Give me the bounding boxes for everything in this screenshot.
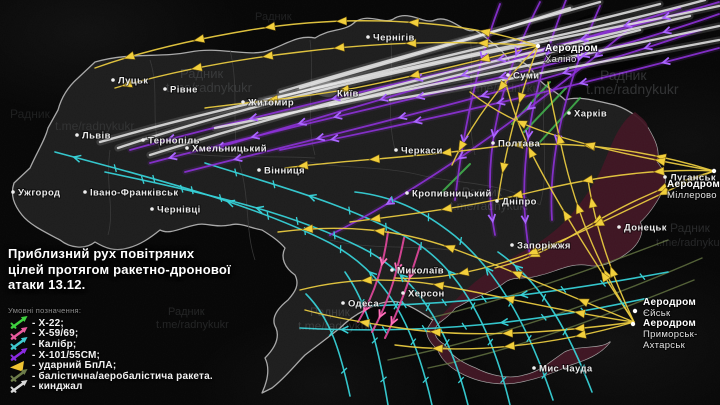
map-title-line: атаки 13.12. (8, 277, 86, 292)
missile-icon (10, 337, 28, 351)
legend-item: - Х-22; (8, 316, 268, 330)
legend-item-label: - Калібр; (32, 338, 77, 350)
legend-item: - Х-59/69; (8, 326, 268, 340)
missile-icon (10, 326, 28, 340)
missile-icon (10, 348, 28, 361)
legend-item: - ударний БпЛА; (8, 360, 268, 372)
legend-item-label: - ударний БпЛА; (32, 360, 117, 372)
missile-icon (10, 379, 28, 393)
legend-item: - кинджал (8, 379, 268, 393)
legend: Умовні позначення: - Х-22; - Х-59/69; - Ка… (8, 306, 268, 393)
legend-item-label: - кинджал (32, 381, 83, 393)
map-title-line: цілей протягом ракетно-дронової (8, 261, 231, 277)
legend-item: - Х-101/55СМ; (8, 348, 268, 361)
legend-item-label: - балістична/аеробалістича ракета. (32, 370, 213, 382)
missile-icon (10, 316, 28, 330)
legend-item-label: - Х-22; (32, 317, 64, 329)
legend-item-label: - Х-101/55СМ; (32, 349, 101, 361)
legend-heading: Умовні позначення: (8, 306, 82, 315)
legend-item-label: - Х-59/69; (32, 328, 79, 340)
map-title-line: Приблизний рух повітряних (8, 246, 195, 261)
drone-icon (10, 360, 24, 372)
map-title: Приблизний рух повітряних цілей протягом … (8, 246, 246, 293)
legend-item: - балістична/аеробалістича ракета. (8, 369, 268, 383)
legend-item: - Калібр; (8, 337, 268, 351)
missile-icon (10, 369, 28, 383)
legend-items: - Х-22; - Х-59/69; - Калібр; - Х-101/55СМ; -… (8, 316, 268, 393)
